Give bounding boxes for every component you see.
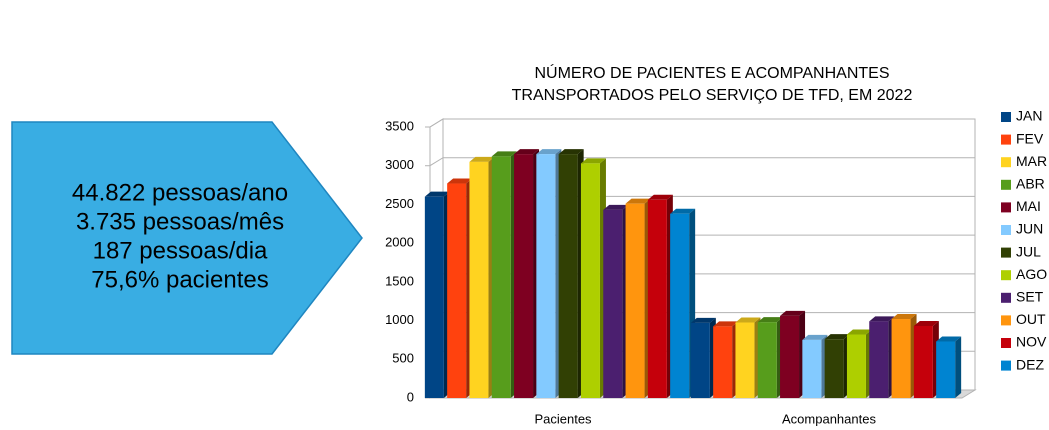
bar [603, 209, 623, 398]
bar [936, 341, 956, 398]
legend-swatch [1001, 202, 1011, 213]
bar [558, 154, 578, 398]
bar-top [625, 198, 651, 204]
legend-swatch [1001, 292, 1011, 303]
legend-label: OUT [1016, 311, 1046, 327]
bar [713, 326, 733, 398]
legend-label: NOV [1016, 334, 1047, 350]
bar [514, 154, 534, 398]
bar-top [802, 334, 828, 340]
legend-label: JUN [1016, 221, 1043, 237]
legend-label: MAI [1016, 198, 1041, 214]
bar-top [514, 149, 540, 155]
legend-label: DEZ [1016, 356, 1044, 372]
bar-top [447, 178, 473, 184]
y-tick-label: 1000 [385, 312, 414, 327]
legend-swatch [1001, 134, 1011, 145]
bar-top [780, 310, 806, 316]
bar-top [690, 317, 716, 323]
legend-label: AGO [1016, 266, 1047, 282]
bar-top [670, 208, 696, 214]
bar [824, 339, 844, 398]
legend-swatch [1001, 225, 1011, 235]
y-tick-label: 500 [392, 351, 414, 366]
legend-label: FEV [1016, 130, 1044, 146]
bar [491, 156, 511, 398]
bar [869, 321, 889, 398]
grid-line [429, 157, 975, 167]
legend-label: JUL [1016, 243, 1041, 259]
bar-top [558, 149, 584, 155]
legend-label: JAN [1016, 108, 1042, 124]
callout-line: 3.735 pessoas/mês [76, 208, 284, 235]
bar-top [891, 314, 917, 320]
legend-label: MAR [1016, 153, 1047, 169]
y-tick-label: 3000 [385, 157, 414, 172]
bar-side [955, 336, 962, 398]
bar [424, 196, 444, 398]
chart-title: NÚMERO DE PACIENTES E ACOMPANHANTES [534, 63, 889, 82]
grid-line [429, 118, 975, 128]
bar [647, 199, 667, 398]
bar [690, 322, 710, 398]
bar-top [846, 329, 872, 335]
bar-top [757, 317, 783, 323]
legend-label: ABR [1016, 176, 1045, 192]
bar [447, 183, 467, 398]
legend-label: SET [1016, 289, 1044, 305]
legend-swatch [1001, 338, 1011, 348]
bar-top [647, 194, 673, 200]
bar-top [491, 151, 517, 157]
y-tick-label: 0 [407, 389, 414, 404]
bar-top [824, 334, 850, 340]
bar-top [936, 336, 962, 342]
bar-top [424, 191, 450, 197]
legend-swatch [1001, 247, 1011, 258]
bar-top [580, 158, 606, 164]
bar-top [536, 149, 562, 155]
callout-line: 44.822 pessoas/ano [72, 179, 288, 206]
bar [802, 339, 822, 398]
x-tick-label: Pacientes [534, 411, 592, 426]
bar [735, 322, 755, 398]
bar-top [869, 316, 895, 322]
bar-top [913, 320, 939, 326]
bar [757, 322, 777, 398]
bar-top [713, 321, 739, 327]
y-tick-label: 2000 [385, 235, 414, 250]
callout-arrow [11, 121, 363, 355]
chart-title: TRANSPORTADOS PELO SERVIÇO DE TFD, EM 20… [512, 87, 913, 104]
legend-swatch [1001, 179, 1011, 190]
bar-top [469, 156, 495, 162]
bar-top [735, 317, 761, 323]
y-tick-label: 2500 [385, 196, 414, 211]
y-tick-label: 1500 [385, 273, 414, 288]
bar [580, 163, 600, 398]
x-tick-label: Acompanhantes [782, 411, 876, 426]
legend-swatch [1001, 315, 1011, 326]
bar [469, 161, 489, 398]
callout-line: 75,6% pacientes [91, 266, 268, 293]
bar [913, 325, 933, 398]
bar [670, 213, 690, 398]
legend-swatch [1001, 360, 1011, 371]
bar-top [603, 204, 629, 210]
legend-swatch [1001, 270, 1011, 281]
bar [780, 315, 800, 398]
legend-swatch [1001, 112, 1011, 122]
legend-swatch [1001, 157, 1011, 168]
bar [536, 154, 556, 398]
bar [625, 203, 645, 398]
bar [891, 319, 911, 398]
y-tick-label: 3500 [385, 118, 414, 133]
callout-line: 187 pessoas/dia [93, 237, 268, 264]
bar [846, 334, 866, 398]
